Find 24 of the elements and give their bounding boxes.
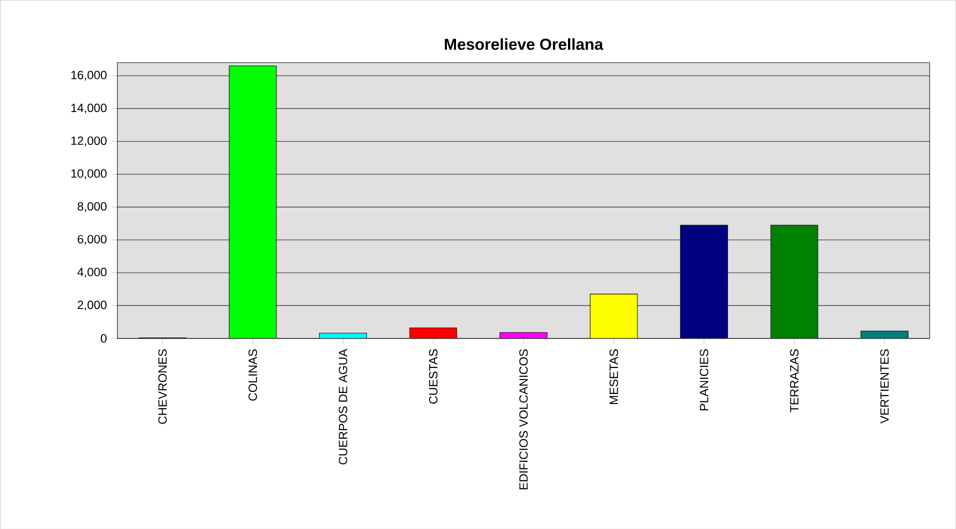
y-tick-label: 0 (100, 334, 107, 342)
bar (770, 224, 818, 338)
x-tick-label: MESETAS (610, 349, 618, 404)
bar (319, 332, 367, 338)
y-tick-label: 10,000 (71, 169, 107, 179)
y-tick-label: 2,000 (78, 300, 107, 310)
x-tick-label: COLINAS (248, 349, 258, 400)
x-tick-label: EDIFICIOS VOLCANICOS (519, 349, 528, 489)
x-tick-label: CHEVRONES (158, 349, 167, 424)
x-tick-label: PLANICIES (700, 349, 708, 410)
bar (228, 65, 277, 338)
chart-title: Mesorelieve Orellana (444, 38, 604, 50)
x-tick-label: CUERPOS DE AGUA (338, 348, 348, 464)
y-tick-label: 4,000 (77, 268, 107, 278)
x-tick-label: TERRAZAS (790, 349, 799, 412)
bar (860, 330, 908, 338)
y-tick-label: 12,000 (71, 136, 107, 146)
y-tick-label: 16,000 (71, 70, 107, 80)
y-tick-label: 14,000 (71, 103, 107, 114)
bar (590, 294, 638, 338)
x-tick-label: CUESTAS (429, 349, 438, 404)
y-tick-label: 6,000 (78, 234, 107, 245)
y-tick-label: 8,000 (78, 202, 107, 212)
x-tick-label: VERTIENTES (880, 349, 889, 424)
